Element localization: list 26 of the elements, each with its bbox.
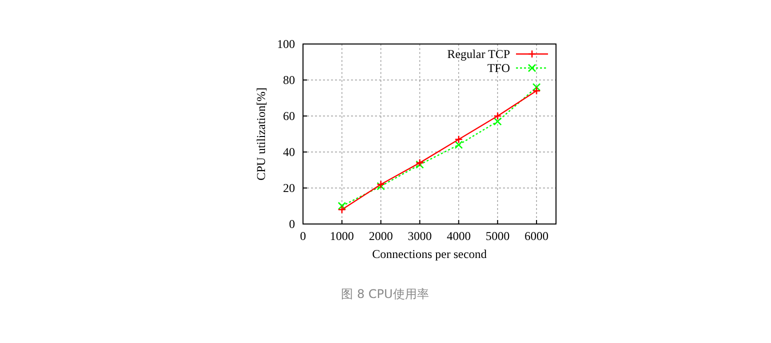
caption: 图 8 CPU使用率 bbox=[341, 287, 429, 301]
point bbox=[493, 112, 502, 120]
point bbox=[532, 83, 541, 92]
x-tick-label: 5000 bbox=[486, 229, 510, 243]
y-axis-title: CPU utilization[%] bbox=[254, 88, 268, 180]
x-tick-label: 3000 bbox=[408, 229, 432, 243]
point bbox=[532, 86, 541, 95]
y-tick-label: 60 bbox=[283, 109, 295, 123]
point bbox=[454, 140, 463, 149]
x-tick-label: 0 bbox=[300, 229, 306, 243]
y-tick-label: 0 bbox=[289, 217, 295, 231]
x-axis-title: Connections per second bbox=[372, 247, 487, 261]
point bbox=[493, 117, 502, 126]
y-tick-label: 40 bbox=[283, 145, 295, 159]
point bbox=[338, 202, 346, 210]
legend-label: TFO bbox=[487, 61, 510, 75]
point bbox=[454, 135, 463, 144]
y-tick-label: 100 bbox=[277, 37, 295, 51]
y-tick-label: 20 bbox=[283, 181, 295, 195]
x-tick-label: 6000 bbox=[524, 229, 549, 243]
x-tick-label: 2000 bbox=[368, 229, 393, 243]
y-tick-label: 80 bbox=[283, 73, 295, 87]
x-tick-label: 4000 bbox=[446, 229, 471, 243]
legend-label: Regular TCP bbox=[447, 47, 510, 61]
x-tick-label: 1000 bbox=[330, 229, 354, 243]
point bbox=[338, 205, 346, 214]
